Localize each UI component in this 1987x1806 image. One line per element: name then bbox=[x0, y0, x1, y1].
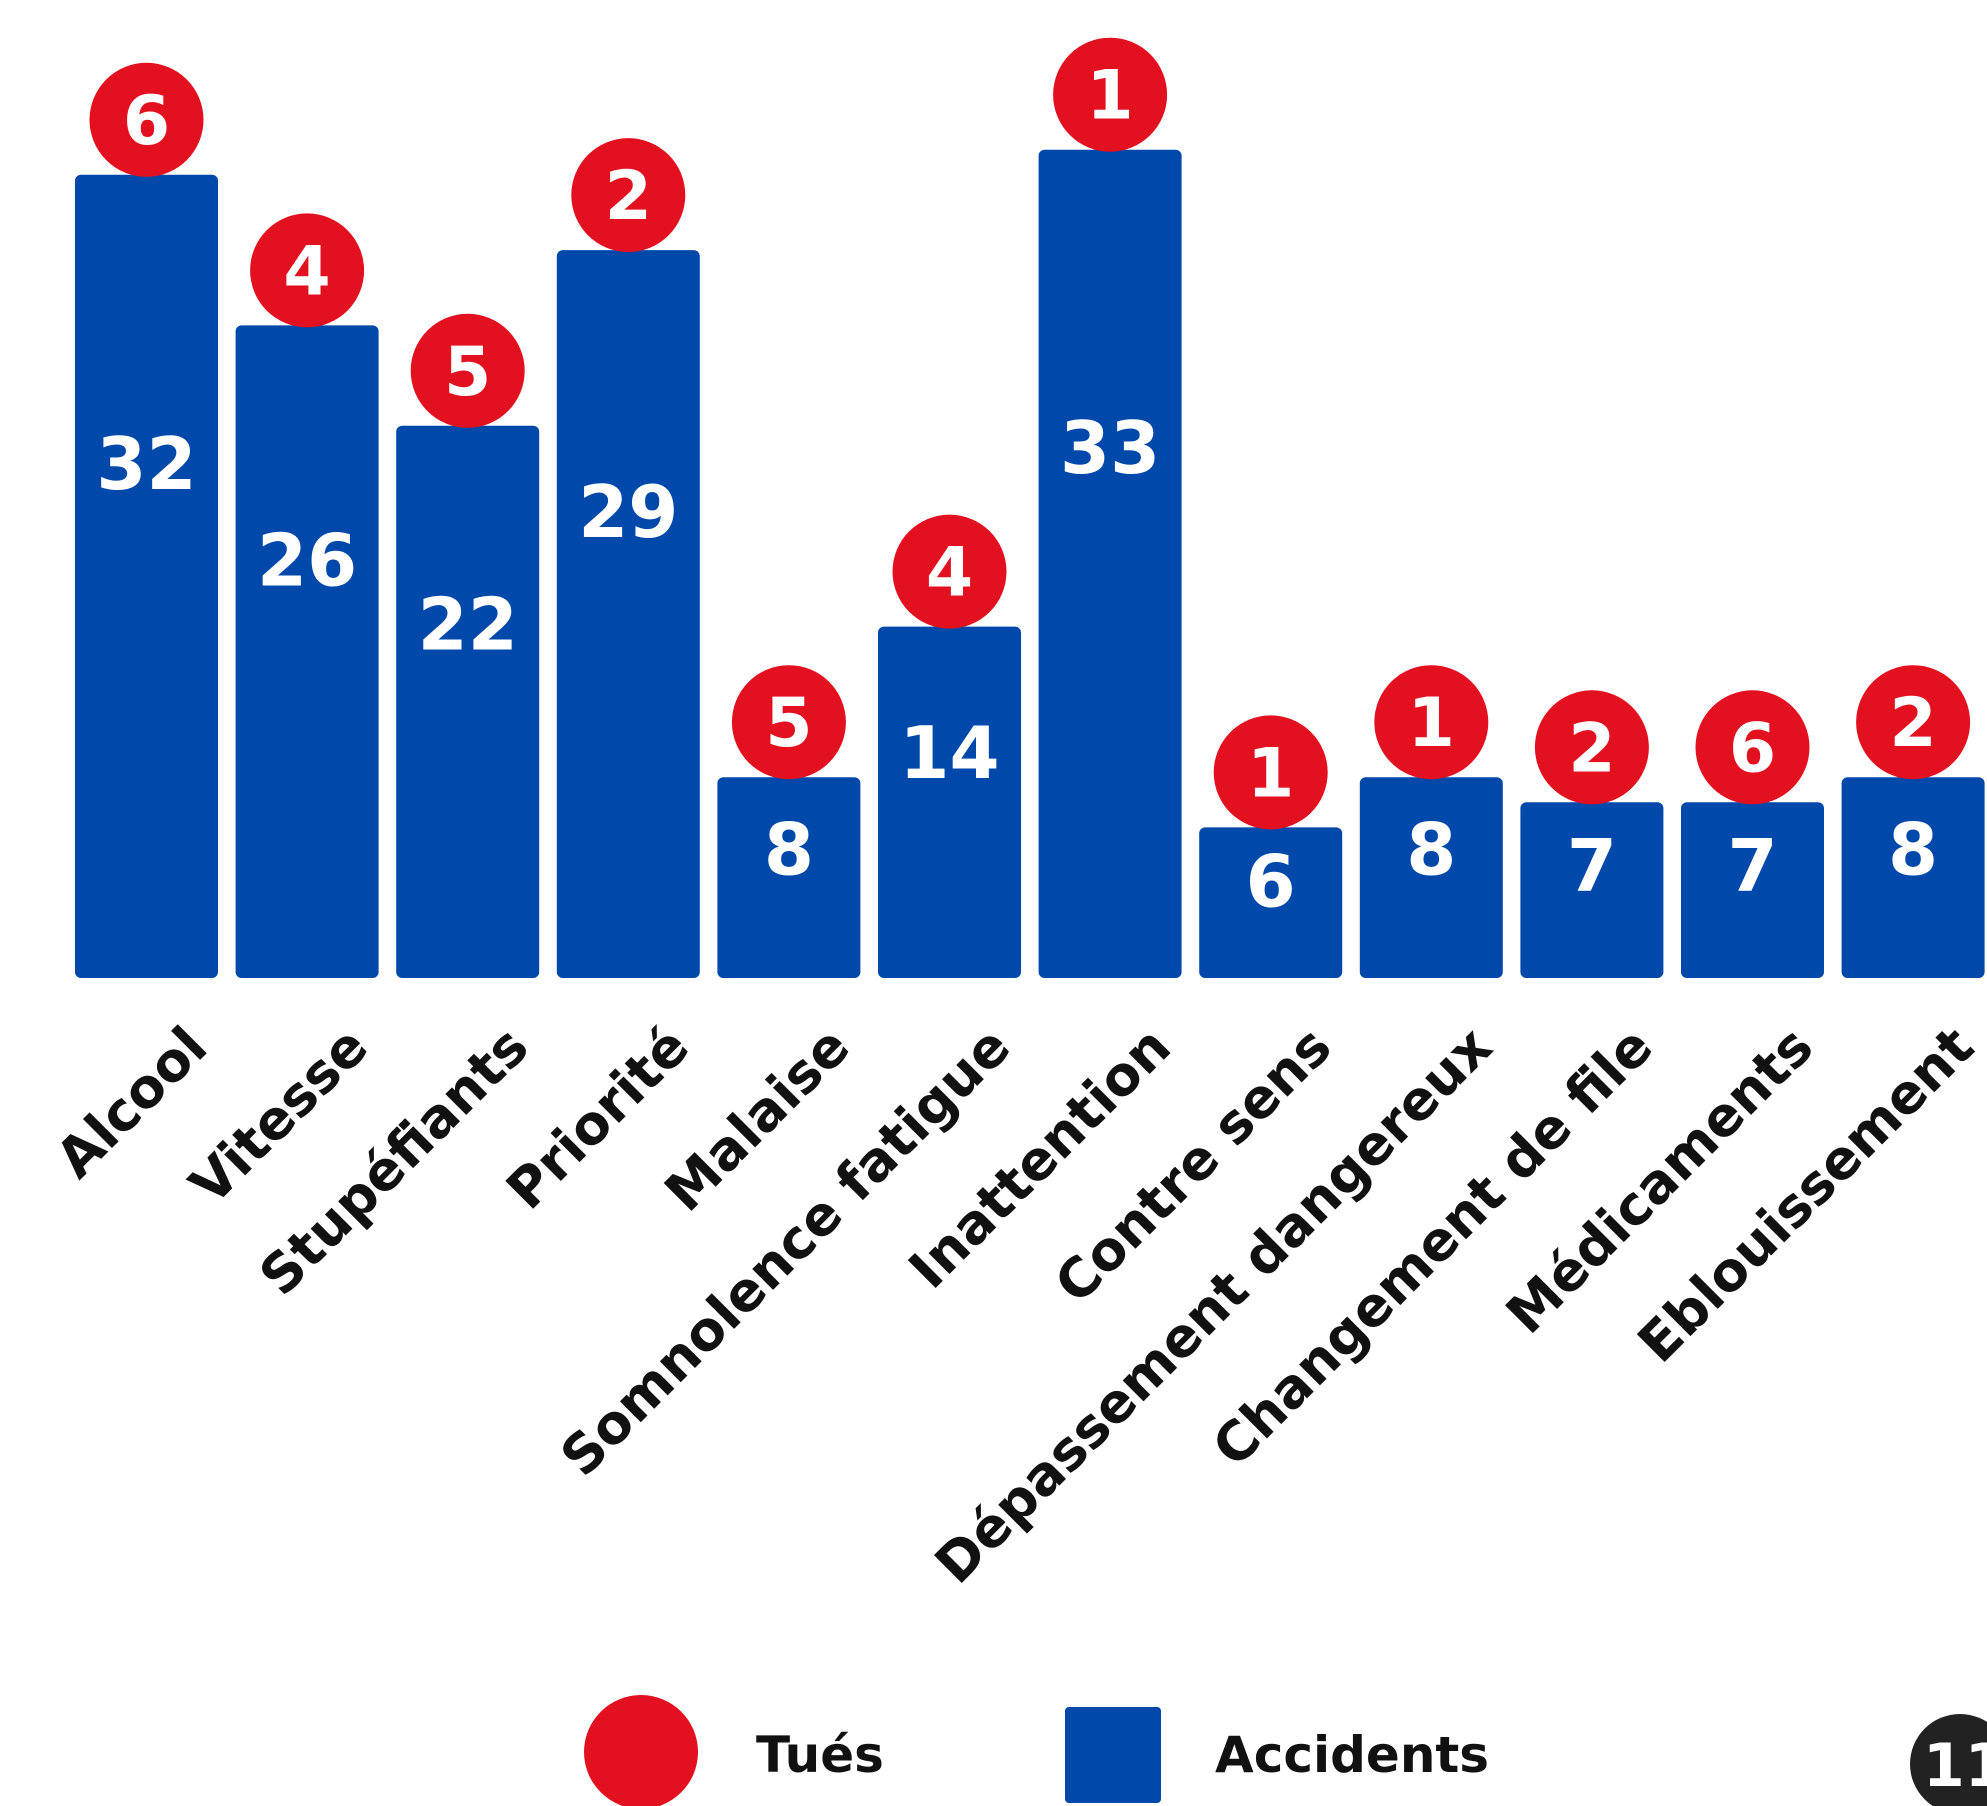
dot-value-alcool: 6 bbox=[123, 82, 170, 161]
bar-accidents-somnolence-fatigue bbox=[878, 626, 1021, 978]
category-label-contre-sens: Contre sens bbox=[1043, 1015, 1344, 1316]
bar-value-medicaments: 7 bbox=[1727, 824, 1777, 908]
legend-accidents-swatch bbox=[1065, 1707, 1161, 1803]
bar-accidents-contre-sens bbox=[1199, 827, 1343, 978]
legend: Tués Accidents bbox=[584, 1695, 1489, 1806]
dot-value-vitesse: 4 bbox=[283, 232, 330, 311]
dot-value-contre-sens: 1 bbox=[1247, 734, 1294, 813]
dot-tues-vitesse bbox=[250, 213, 365, 328]
dot-value-changement-de-file: 2 bbox=[1568, 709, 1615, 788]
bar-accidents-depassement-dangereux bbox=[1359, 777, 1503, 978]
dot-tues-stupefiants bbox=[410, 313, 525, 428]
dot-value-malaise: 5 bbox=[765, 684, 812, 763]
bar-accidents-stupefiants bbox=[396, 425, 540, 978]
bar-value-eblouissement: 8 bbox=[1888, 807, 1938, 891]
bar-accidents-eblouissement bbox=[1841, 777, 1985, 978]
dot-value-inattention: 1 bbox=[1086, 57, 1133, 136]
dot-tues-somnolence-fatigue bbox=[892, 514, 1007, 629]
dot-tues-depassement-dangereux bbox=[1374, 665, 1489, 780]
bar-accidents-malaise bbox=[717, 777, 861, 978]
bar-value-priorite: 29 bbox=[578, 470, 678, 554]
bar-value-inattention: 33 bbox=[1060, 406, 1160, 490]
dot-tues-inattention bbox=[1053, 37, 1168, 152]
dot-tues-malaise bbox=[731, 665, 846, 780]
bar-accidents-changement-de-file bbox=[1520, 802, 1664, 978]
dot-value-stupefiants: 5 bbox=[444, 333, 491, 412]
page-badge: 11 bbox=[1910, 1714, 1987, 1806]
category-labels-layer: AlcoolVitesseStupéfiantsPrioritéMalaiseS… bbox=[44, 1015, 1986, 1596]
dot-tues-alcool bbox=[89, 62, 204, 177]
dot-tues-medicaments bbox=[1695, 690, 1810, 805]
bar-accidents-medicaments bbox=[1681, 802, 1824, 978]
dot-tues-priorite bbox=[571, 138, 686, 253]
bar-value-changement-de-file: 7 bbox=[1567, 824, 1617, 908]
bar-accidents-vitesse bbox=[235, 325, 379, 978]
bar-value-somnolence-fatigue: 14 bbox=[899, 711, 999, 795]
page-badge-circle bbox=[1910, 1714, 1987, 1806]
bar-value-contre-sens: 6 bbox=[1246, 840, 1296, 924]
bar-value-malaise: 8 bbox=[764, 807, 814, 891]
dot-tues-eblouissement bbox=[1856, 665, 1971, 780]
dot-value-somnolence-fatigue: 4 bbox=[926, 534, 973, 613]
dot-value-priorite: 2 bbox=[605, 157, 652, 236]
bar-value-depassement-dangereux: 8 bbox=[1406, 807, 1456, 891]
bar-value-alcool: 32 bbox=[96, 422, 196, 506]
bar-value-stupefiants: 22 bbox=[418, 583, 518, 667]
bar-accidents-priorite bbox=[556, 250, 700, 979]
bar-accidents-inattention bbox=[1038, 149, 1182, 978]
page-badge-number: 11 bbox=[1923, 1731, 1987, 1801]
legend-tues-label: Tués bbox=[756, 1726, 884, 1784]
legend-tues-swatch bbox=[584, 1695, 698, 1806]
legend-accidents-label: Accidents bbox=[1215, 1726, 1489, 1784]
dot-value-depassement-dangereux: 1 bbox=[1408, 684, 1455, 763]
dot-tues-contre-sens bbox=[1213, 715, 1328, 830]
dot-tues-changement-de-file bbox=[1534, 690, 1649, 805]
dot-value-medicaments: 6 bbox=[1729, 709, 1776, 788]
bar-value-vitesse: 26 bbox=[257, 518, 357, 602]
dot-value-eblouissement: 2 bbox=[1889, 684, 1936, 763]
bar-accidents-alcool bbox=[75, 174, 218, 979]
